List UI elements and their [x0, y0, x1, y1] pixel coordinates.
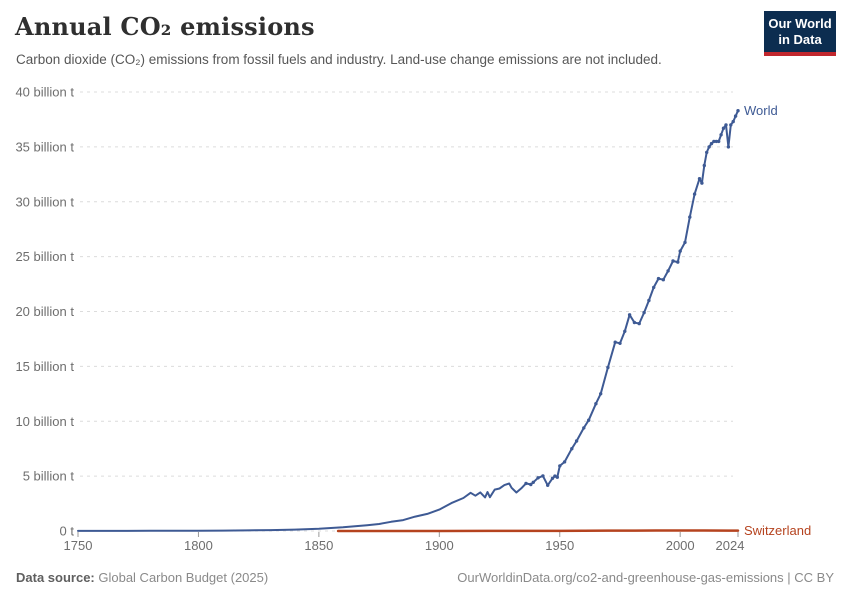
data-point-marker	[729, 123, 733, 127]
owid-logo-line2: in Data	[778, 32, 822, 48]
data-point-marker	[707, 145, 711, 149]
data-point-marker	[574, 439, 579, 443]
chart-footer: Data source: Global Carbon Budget (2025)…	[16, 570, 834, 585]
data-point-marker	[652, 285, 656, 290]
x-axis-tick-label: 1900	[425, 538, 454, 553]
data-point-marker	[717, 139, 721, 144]
x-axis-tick-label: 1850	[304, 538, 333, 553]
data-point-marker	[642, 310, 646, 315]
data-point-marker	[700, 181, 704, 185]
data-point-marker	[599, 392, 603, 396]
y-axis-tick-label: 35 billion t	[15, 139, 74, 154]
data-point-marker	[736, 109, 740, 113]
data-point-marker	[613, 340, 617, 344]
y-axis-tick-label: 40 billion t	[15, 85, 74, 100]
y-axis-tick-label: 5 billion t	[23, 469, 75, 484]
series-line-switzerland[interactable]	[336, 529, 740, 533]
x-axis-tick-label: 1800	[184, 538, 213, 553]
y-axis-tick-label: 20 billion t	[15, 304, 74, 319]
data-point-marker	[661, 278, 665, 282]
owid-logo-line1: Our World	[768, 16, 832, 31]
chart-subtitle: Carbon dioxide (CO₂) emissions from foss…	[16, 52, 662, 67]
data-point-marker	[558, 464, 562, 468]
data-point-marker	[712, 139, 716, 144]
data-point-marker	[656, 276, 661, 281]
data-point-marker	[562, 460, 567, 464]
data-point-marker	[647, 298, 651, 303]
data-point-marker	[719, 133, 723, 137]
data-point-marker	[721, 126, 726, 130]
data-point-marker	[731, 119, 735, 124]
data-point-marker	[705, 150, 709, 155]
series-label-switzerland[interactable]: Switzerland	[744, 523, 811, 538]
x-axis-tick-label: 2024	[716, 538, 745, 553]
y-axis-tick-label: 30 billion t	[15, 194, 74, 209]
chart-canvas: 0 t 5 billion t 10 billion t 15 billion t 20…	[15, 85, 811, 554]
data-point-marker	[623, 329, 627, 333]
data-point-marker	[714, 139, 718, 144]
data-point-marker	[627, 313, 632, 317]
data-point-marker	[606, 365, 610, 370]
data-point-marker	[582, 426, 586, 430]
credit-link[interactable]: OurWorldinData.org/co2-and-greenhouse-ga…	[457, 570, 834, 585]
data-point-marker	[676, 260, 680, 264]
data-point-marker	[550, 476, 555, 480]
y-axis-tick-label: 15 billion t	[15, 359, 74, 374]
data-point-marker	[733, 114, 738, 118]
data-point-marker	[632, 320, 637, 325]
y-axis-tick-label: 0 t	[60, 524, 75, 539]
data-point-marker	[546, 483, 550, 487]
data-point-marker	[709, 141, 714, 146]
data-point-marker	[688, 215, 692, 219]
data-point-marker	[531, 480, 535, 484]
data-point-marker	[697, 177, 702, 181]
data-point-marker	[726, 145, 731, 149]
x-axis-tick-label: 2000	[666, 538, 695, 553]
data-source-label: Data source:	[16, 570, 95, 585]
data-point-marker	[666, 269, 670, 273]
x-axis-tick-label: 1950	[545, 538, 574, 553]
data-point-marker	[541, 474, 545, 478]
data-point-marker	[724, 123, 728, 127]
data-point-marker	[671, 259, 675, 263]
data-point-marker	[594, 402, 598, 406]
y-axis-tick-label: 10 billion t	[15, 414, 74, 429]
owid-logo[interactable]: Our World in Data	[764, 11, 836, 56]
y-axis-tick-label: 25 billion t	[15, 249, 74, 264]
data-point-marker	[637, 321, 641, 326]
data-source: Data source: Global Carbon Budget (2025)	[16, 570, 268, 585]
x-axis-tick-label: 1750	[64, 538, 93, 553]
data-point-marker	[692, 192, 697, 196]
page-title: Annual CO₂ emissions	[15, 12, 315, 41]
data-point-marker	[587, 418, 591, 422]
series-line-world[interactable]	[77, 109, 739, 532]
data-point-marker	[702, 163, 706, 168]
data-point-marker	[536, 476, 540, 480]
data-point-marker	[678, 249, 682, 253]
data-point-marker	[683, 240, 687, 245]
data-point-marker	[618, 341, 622, 345]
series-label-world[interactable]: World	[744, 103, 778, 118]
data-point-marker	[570, 447, 574, 451]
data-point-marker	[524, 481, 528, 486]
data-point-marker	[529, 482, 533, 487]
data-point-marker	[555, 475, 559, 479]
chart-area: 0 t 5 billion t 10 billion t 15 billion t 20…	[0, 85, 850, 565]
data-source-value: Global Carbon Budget (2025)	[94, 570, 269, 585]
